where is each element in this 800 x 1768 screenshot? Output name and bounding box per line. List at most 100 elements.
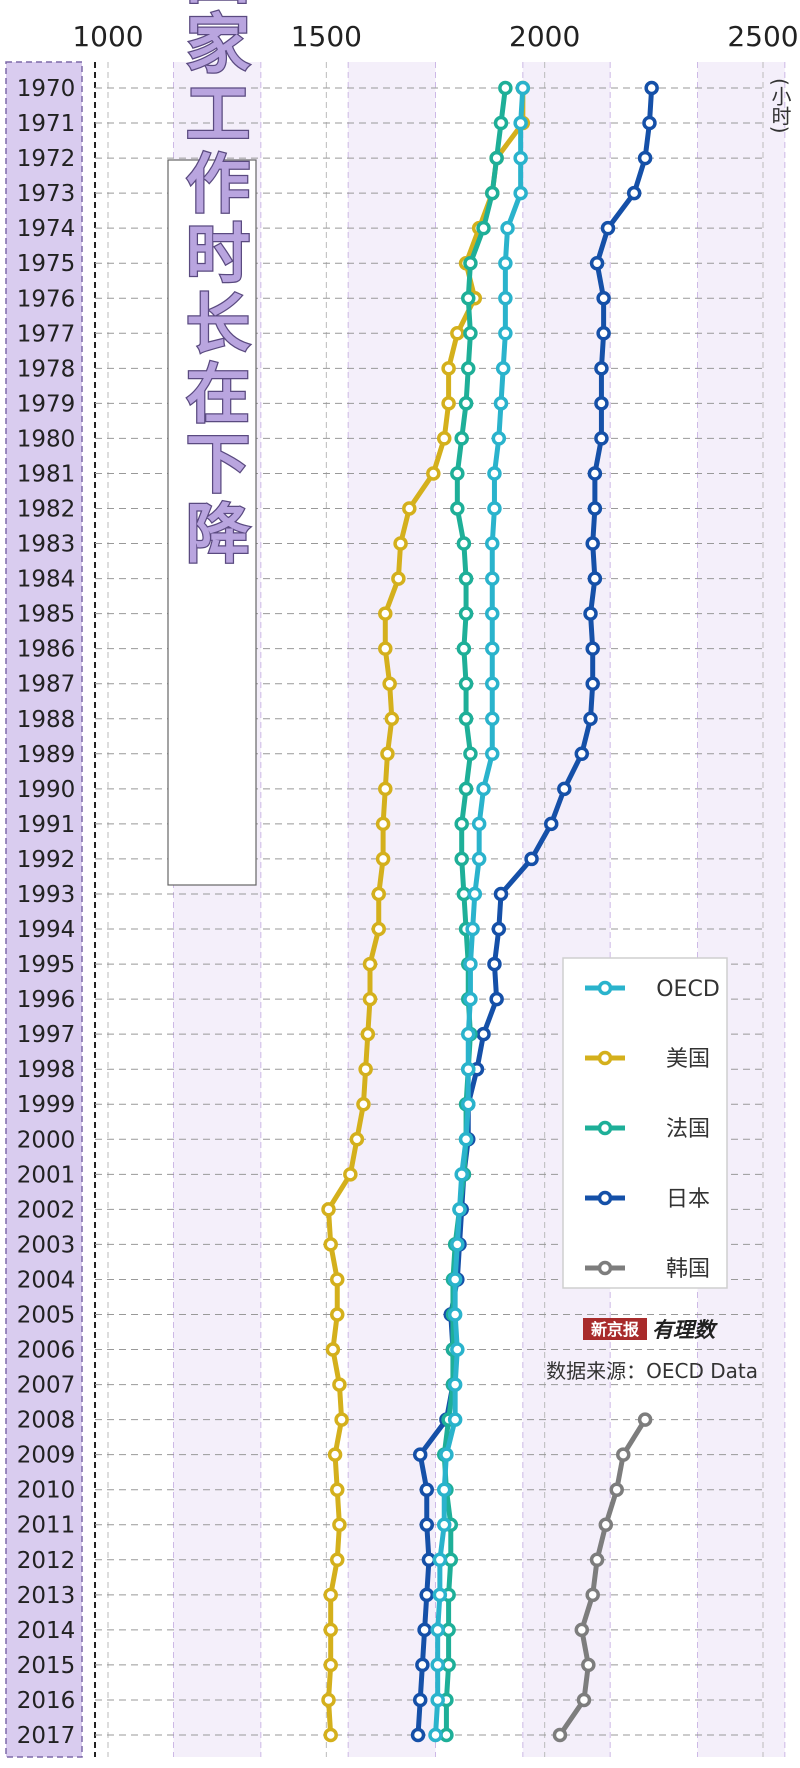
data-point [513, 150, 528, 166]
year-label: 1970 [17, 76, 76, 102]
vertical-gridlines [107, 62, 764, 1757]
data-point [476, 781, 491, 797]
year-label: 2003 [17, 1232, 76, 1258]
data-point [609, 1482, 624, 1497]
data-point [616, 1447, 631, 1462]
data-point [393, 536, 408, 551]
series-OECD [428, 80, 531, 1743]
data-point [543, 816, 559, 832]
series-美国 [321, 80, 531, 1743]
data-point [450, 1342, 465, 1357]
year-label: 1992 [17, 847, 76, 873]
data-point [415, 1657, 430, 1673]
background-band [522, 62, 611, 1757]
data-point [637, 1412, 653, 1427]
data-point [458, 571, 474, 586]
data-point [419, 1587, 435, 1603]
data-point [436, 1482, 452, 1497]
data-point [371, 921, 386, 937]
data-point [461, 1096, 476, 1112]
year-label: 1996 [17, 987, 76, 1013]
data-point [485, 641, 500, 656]
data-point [375, 816, 391, 832]
data-point [552, 1727, 568, 1743]
data-point [382, 676, 397, 691]
data-point [471, 816, 487, 832]
source-note: 数据来源：OECD Data [546, 1359, 758, 1383]
data-point [485, 711, 500, 727]
data-point [378, 606, 393, 621]
data-point [432, 1552, 448, 1568]
legend-label: 韩国 [666, 1257, 710, 1282]
legend-item: 美国 [585, 1047, 710, 1072]
data-point [380, 746, 395, 762]
year-label: 1973 [17, 181, 76, 207]
year-label: 1971 [17, 111, 76, 137]
data-point [330, 1272, 345, 1287]
year-label: 1983 [17, 532, 76, 558]
data-point [585, 1587, 600, 1603]
data-point [391, 571, 406, 586]
year-label: 2012 [17, 1548, 76, 1574]
year-label: 2009 [17, 1443, 76, 1469]
year-column-background [5, 61, 83, 1758]
legend-swatch-marker [597, 1050, 613, 1066]
data-point [465, 921, 480, 937]
year-label: 1978 [17, 356, 76, 382]
data-point [360, 1026, 376, 1042]
data-point [332, 1517, 347, 1532]
data-point [491, 921, 507, 937]
brand-logo-part1: 新京报 [591, 1320, 639, 1339]
data-point [644, 80, 659, 96]
chart-title: 发达国家工作时长在下降 [175, 0, 250, 570]
year-label: 1986 [17, 637, 76, 663]
data-point [412, 1692, 428, 1708]
data-point [450, 466, 465, 481]
data-point [487, 466, 502, 481]
data-point [447, 1412, 463, 1427]
data-point [450, 1237, 465, 1252]
legend-item: 日本 [585, 1187, 710, 1212]
y-tick-labels: 1970 1971 1972 1973 1974 1975 1976 1977 1978 1979… [17, 76, 76, 1749]
data-point [323, 1727, 338, 1743]
data-point [454, 431, 469, 446]
data-point [436, 431, 452, 446]
data-point [594, 361, 609, 376]
data-point [343, 1167, 358, 1182]
data-point [430, 1692, 445, 1708]
data-point [436, 1517, 452, 1532]
brand-logo: 新京报 有理数 [583, 1317, 718, 1342]
data-point [493, 115, 509, 131]
data-point [334, 1412, 349, 1427]
data-point [489, 991, 504, 1007]
data-point [594, 431, 609, 446]
data-point [454, 1167, 469, 1182]
data-point [417, 1622, 432, 1638]
year-label: 2015 [17, 1653, 76, 1679]
data-point [430, 1622, 445, 1638]
year-label: 2006 [17, 1338, 76, 1364]
year-label: 2011 [17, 1513, 76, 1539]
data-point [402, 501, 417, 516]
data-point [498, 255, 513, 271]
data-point [323, 1657, 338, 1673]
data-point [524, 851, 539, 867]
year-label: 1998 [17, 1057, 76, 1083]
data-point [384, 711, 400, 727]
data-point [362, 991, 378, 1007]
data-point [454, 816, 469, 832]
year-label: 1982 [17, 497, 76, 523]
data-point [596, 291, 611, 306]
legend-label: OECD [656, 977, 720, 1002]
year-label: 1975 [17, 251, 76, 277]
brand-logo-part2: 有理数 [652, 1317, 718, 1342]
data-point [585, 641, 600, 656]
data-point [581, 1657, 596, 1673]
year-label: 1977 [17, 321, 76, 347]
data-point [471, 851, 487, 867]
data-point [637, 150, 653, 166]
data-point [489, 150, 504, 166]
year-label: 1985 [17, 602, 76, 628]
data-point [410, 1727, 426, 1743]
background-band [697, 62, 785, 1757]
